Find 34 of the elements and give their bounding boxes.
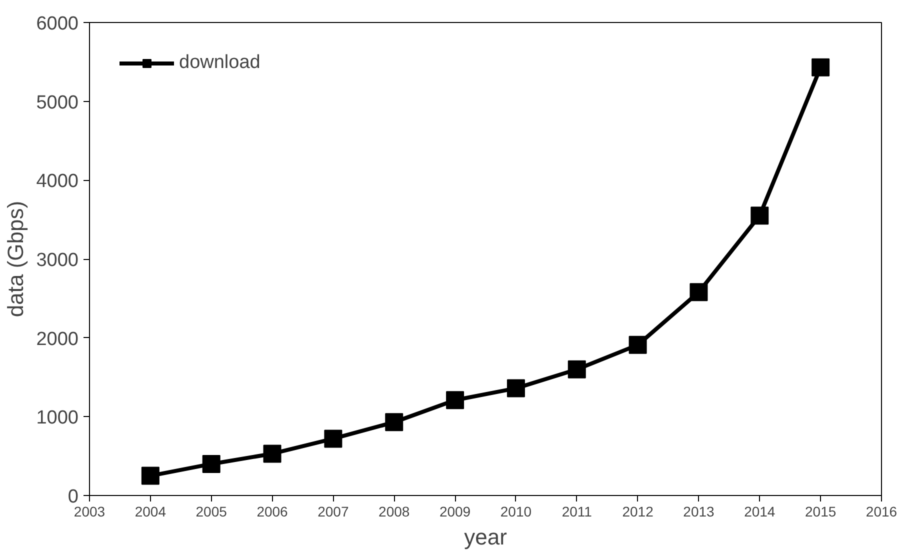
point <box>141 466 160 485</box>
point <box>506 379 525 398</box>
point <box>263 444 282 463</box>
point <box>324 430 342 448</box>
legend-label: download <box>179 52 260 74</box>
x-tick-label: 2013 <box>683 504 715 520</box>
point <box>202 454 220 473</box>
y-tick-label: 4000 <box>36 171 79 192</box>
point <box>812 58 830 76</box>
y-axis-title: data (Gbps) <box>3 200 28 318</box>
y-tick-label: 6000 <box>36 14 79 34</box>
point <box>446 391 464 410</box>
point <box>628 336 647 354</box>
x-tick-label: 2007 <box>318 504 349 520</box>
x-tick-label: 2011 <box>562 504 592 520</box>
point <box>568 360 586 378</box>
x-tick-label: 2016 <box>866 504 898 520</box>
y-tick-label: 3000 <box>36 250 79 271</box>
point <box>750 206 769 225</box>
x-tick-label: 2006 <box>256 504 288 520</box>
x-tick-label: 2012 <box>622 504 654 520</box>
y-tick-label: 2000 <box>36 328 79 350</box>
x-tick-label: 2004 <box>134 504 166 520</box>
x-tick-label: 2014 <box>744 504 776 520</box>
x-tick-label: 2005 <box>196 504 228 520</box>
x-tick-label: 2008 <box>378 504 410 520</box>
y-tick-label: 5000 <box>36 92 79 114</box>
y-tick-label: 1000 <box>36 408 79 429</box>
x-axis-title: year <box>464 524 507 550</box>
x-tick-label: 2010 <box>500 504 532 520</box>
point <box>385 413 404 432</box>
x-tick-label: 2009 <box>439 504 471 520</box>
point <box>690 283 708 302</box>
x-tick-label: 2015 <box>805 504 836 520</box>
